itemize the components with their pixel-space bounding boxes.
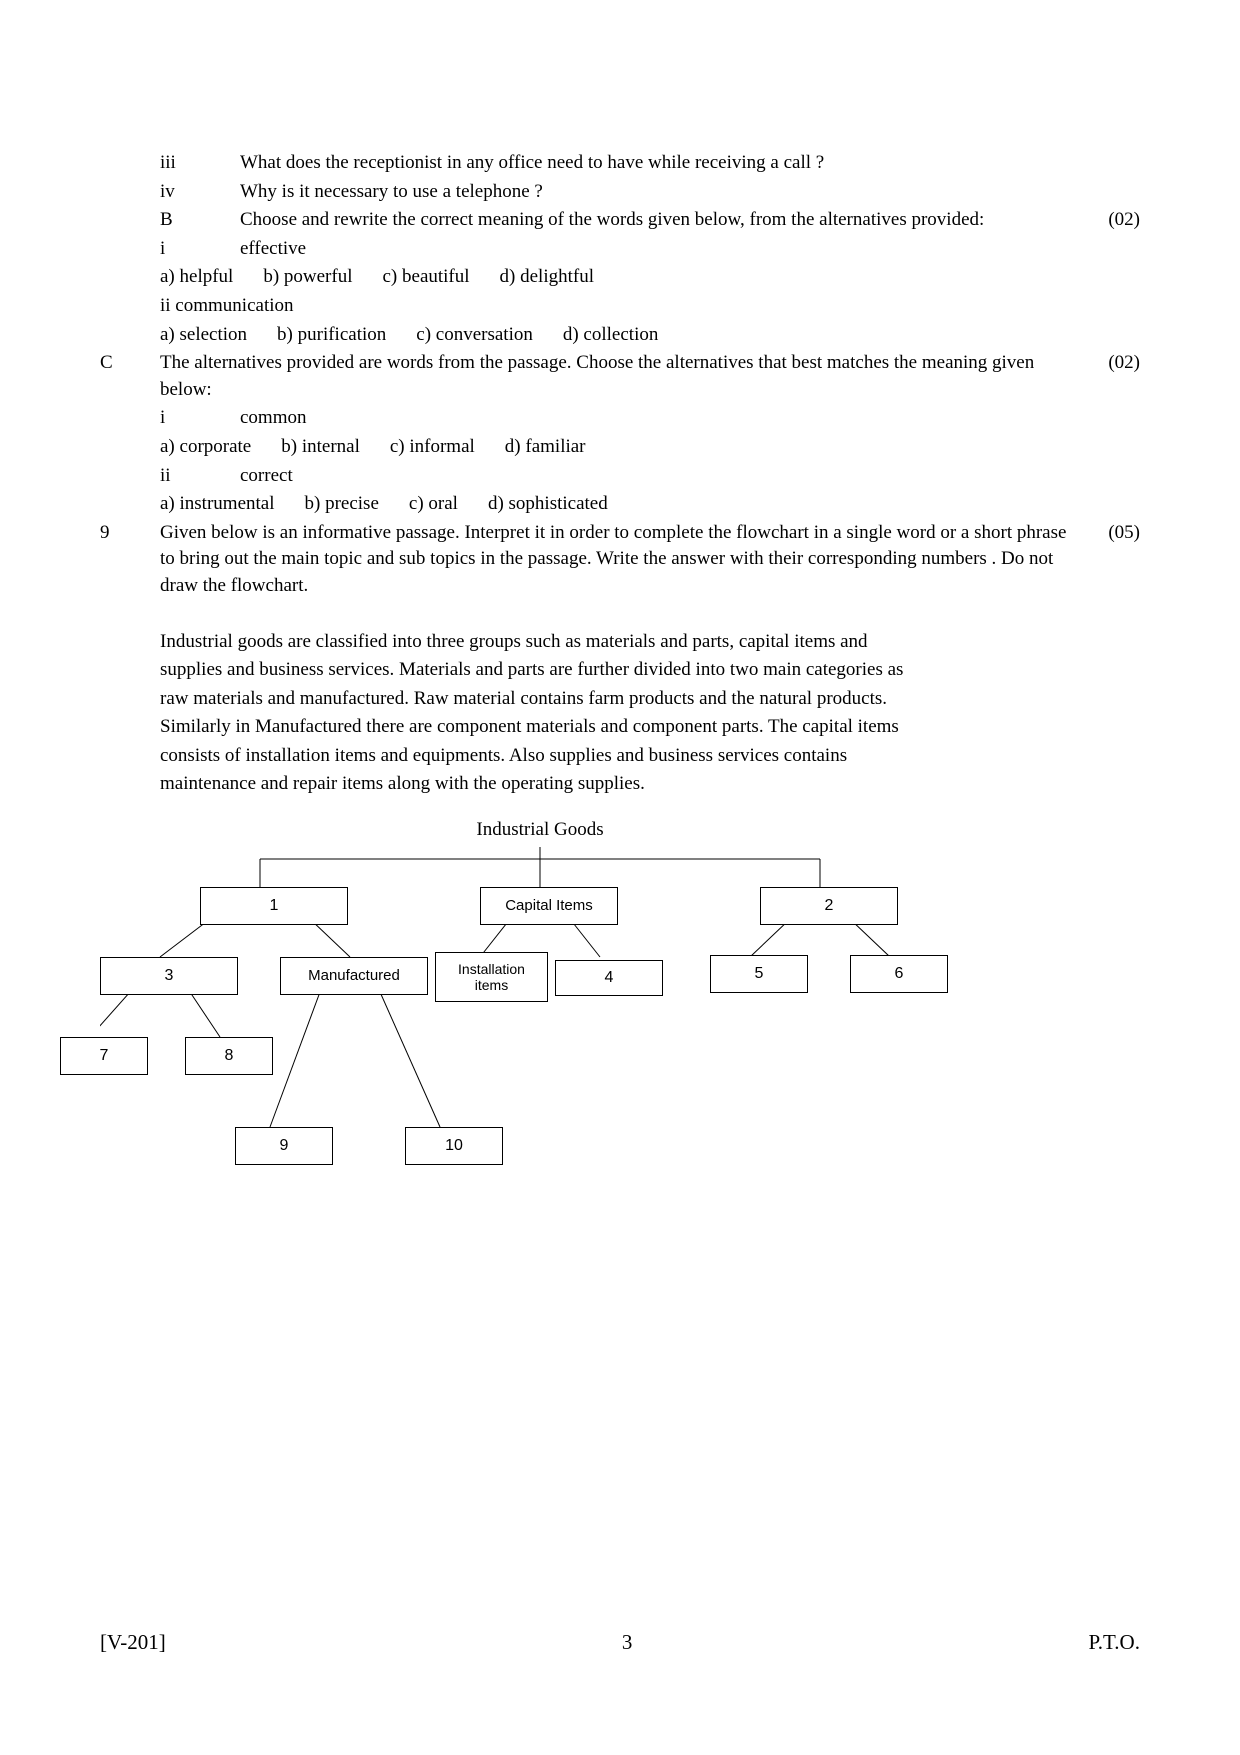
opt-bii-b: b) purification — [277, 322, 386, 349]
marks-c: (02) — [1080, 350, 1140, 403]
box-installation: Installation items — [435, 952, 548, 1002]
box-9: 9 — [235, 1127, 333, 1165]
box-6: 6 — [850, 955, 948, 993]
opt-cii-b: b) precise — [305, 491, 379, 518]
box-10: 10 — [405, 1127, 503, 1165]
c-ii-options: a) instrumental b) precise c) oral d) so… — [100, 491, 1140, 518]
c-ii-word: ii correct — [100, 463, 1140, 490]
box-4: 4 — [555, 960, 663, 996]
box-1: 1 — [200, 887, 348, 925]
label-ci: i — [160, 405, 240, 432]
footer-right: P.T.O. — [1088, 1630, 1140, 1655]
section-b: B Choose and rewrite the correct meaning… — [100, 207, 1140, 234]
text-iii: What does the receptionist in any office… — [240, 150, 1140, 177]
box-8: 8 — [185, 1037, 273, 1075]
text-iv: Why is it necessary to use a telephone ? — [240, 179, 1140, 206]
section-c: C The alternatives provided are words fr… — [100, 350, 1140, 403]
label-iii: iii — [160, 150, 240, 177]
opt-ci-b: b) internal — [281, 434, 360, 461]
box-7: 7 — [60, 1037, 148, 1075]
b-ii-word: ii communication — [100, 293, 1140, 320]
box-manufactured: Manufactured — [280, 957, 428, 995]
passage: Industrial goods are classified into thr… — [160, 628, 920, 799]
opt-ci-d: d) familiar — [505, 434, 586, 461]
page-content: iii What does the receptionist in any of… — [100, 150, 1140, 1217]
footer-center: 3 — [622, 1630, 633, 1655]
marks-9: (05) — [1080, 520, 1140, 600]
opt-bi-d: d) delightful — [500, 264, 594, 291]
opt-cii-a: a) instrumental — [160, 491, 275, 518]
b-ii-options: a) selection b) purification c) conversa… — [100, 322, 1140, 349]
label-iv: iv — [160, 179, 240, 206]
opt-bi-b: b) powerful — [263, 264, 352, 291]
label-cii: ii — [160, 463, 240, 490]
marks-b: (02) — [1080, 207, 1140, 234]
word-ci: common — [240, 405, 1140, 432]
word-bi: effective — [240, 236, 1140, 263]
box-3: 3 — [100, 957, 238, 995]
opt-ci-c: c) informal — [390, 434, 475, 461]
footer-left: [V-201] — [100, 1630, 166, 1655]
opt-bii-a: a) selection — [160, 322, 247, 349]
label-b: B — [160, 207, 240, 234]
text-c: The alternatives provided are words from… — [160, 350, 1080, 403]
c-i-options: a) corporate b) internal c) informal d) … — [100, 434, 1140, 461]
question-iii: iii What does the receptionist in any of… — [100, 150, 1140, 177]
opt-ci-a: a) corporate — [160, 434, 251, 461]
chart-title: Industrial Goods — [160, 819, 920, 841]
question-iv: iv Why is it necessary to use a telephon… — [100, 179, 1140, 206]
box-5: 5 — [710, 955, 808, 993]
flowchart: 1 Capital Items 2 3 Manufactured Install… — [100, 847, 1140, 1217]
opt-bi-c: c) beautiful — [383, 264, 470, 291]
label-9: 9 — [100, 520, 160, 600]
text-9: Given below is an informative passage. I… — [160, 520, 1080, 600]
text-b: Choose and rewrite the correct meaning o… — [240, 207, 1080, 234]
opt-bii-c: c) conversation — [416, 322, 533, 349]
box-capital: Capital Items — [480, 887, 618, 925]
opt-cii-d: d) sophisticated — [488, 491, 608, 518]
label-c: C — [100, 350, 160, 403]
b-i-word: i effective — [100, 236, 1140, 263]
c-i-word: i common — [100, 405, 1140, 432]
opt-bi-a: a) helpful — [160, 264, 233, 291]
word-cii: correct — [240, 463, 1140, 490]
label-bi: i — [160, 236, 240, 263]
footer: [V-201] 3 P.T.O. — [100, 1630, 1140, 1655]
box-2: 2 — [760, 887, 898, 925]
label-bii: ii communication — [160, 293, 1140, 320]
question-9: 9 Given below is an informative passage.… — [100, 520, 1140, 600]
opt-cii-c: c) oral — [409, 491, 458, 518]
b-i-options: a) helpful b) powerful c) beautiful d) d… — [100, 264, 1140, 291]
opt-bii-d: d) collection — [563, 322, 659, 349]
